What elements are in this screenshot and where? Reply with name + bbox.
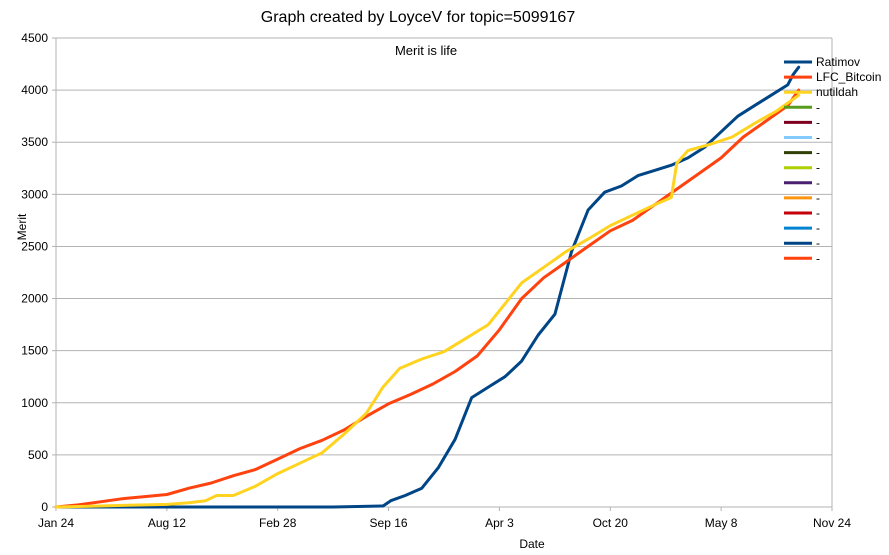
x-tick-label-4: Apr 3 bbox=[485, 516, 514, 530]
legend-label-4: - bbox=[816, 115, 820, 129]
legend-label-9: - bbox=[816, 191, 820, 205]
grid-lines bbox=[56, 37, 832, 508]
legend-label-8: - bbox=[816, 176, 820, 190]
legend-label-7: - bbox=[816, 161, 820, 175]
y-tick-label-0: 0 bbox=[41, 500, 48, 514]
legend-label-11: - bbox=[816, 221, 820, 235]
y-tick-label-1: 500 bbox=[28, 448, 48, 462]
x-tick-label-6: May 8 bbox=[705, 516, 738, 530]
y-tick-label-2: 1000 bbox=[21, 396, 48, 410]
x-tick-label-7: Nov 24 bbox=[813, 516, 851, 530]
x-tick-label-0: Jan 24 bbox=[38, 516, 74, 530]
series-line-0 bbox=[54, 65, 801, 509]
y-tick-labels: 0 500 1000 1500 2000 2500 3000 3500 4000 4500 bbox=[21, 31, 48, 514]
y-tick-label-9: 4500 bbox=[21, 31, 48, 45]
chart-subtitle: Merit is life bbox=[395, 43, 457, 58]
legend-label-3: - bbox=[816, 100, 820, 114]
legend-label-13: - bbox=[816, 251, 820, 265]
legend-label-1: LFC_Bitcoin bbox=[816, 70, 881, 84]
x-tick-label-1: Aug 12 bbox=[148, 516, 186, 530]
y-tick-label-3: 1500 bbox=[21, 344, 48, 358]
chart-title: Graph created by LoyceV for topic=509916… bbox=[261, 9, 576, 26]
legend-label-0: Ratimov bbox=[816, 55, 860, 69]
legend-label-2: nutildah bbox=[816, 85, 858, 99]
legend-label-6: - bbox=[816, 146, 820, 160]
x-axis-label: Date bbox=[519, 537, 545, 551]
series-line-1 bbox=[54, 88, 801, 509]
y-tick-label-4: 2000 bbox=[21, 292, 48, 306]
series-lines bbox=[54, 65, 801, 509]
y-axis-label: Merit bbox=[15, 213, 29, 240]
legend-label-12: - bbox=[816, 236, 820, 250]
legend-label-10: - bbox=[816, 206, 820, 220]
x-tick-label-2: Feb 28 bbox=[259, 516, 297, 530]
series-line-2 bbox=[54, 93, 801, 509]
x-tick-label-3: Sep 16 bbox=[370, 516, 408, 530]
legend-label-5: - bbox=[816, 131, 820, 145]
axes bbox=[52, 37, 833, 511]
x-tick-labels: Jan 24 Aug 12 Feb 28 Sep 16 Apr 3 Oct 20 May 8… bbox=[38, 516, 851, 530]
x-tick-label-5: Oct 20 bbox=[593, 516, 629, 530]
y-tick-label-6: 3000 bbox=[21, 187, 48, 201]
y-tick-label-8: 4000 bbox=[21, 83, 48, 97]
y-tick-label-7: 3500 bbox=[21, 135, 48, 149]
y-tick-label-5: 2500 bbox=[21, 239, 48, 253]
